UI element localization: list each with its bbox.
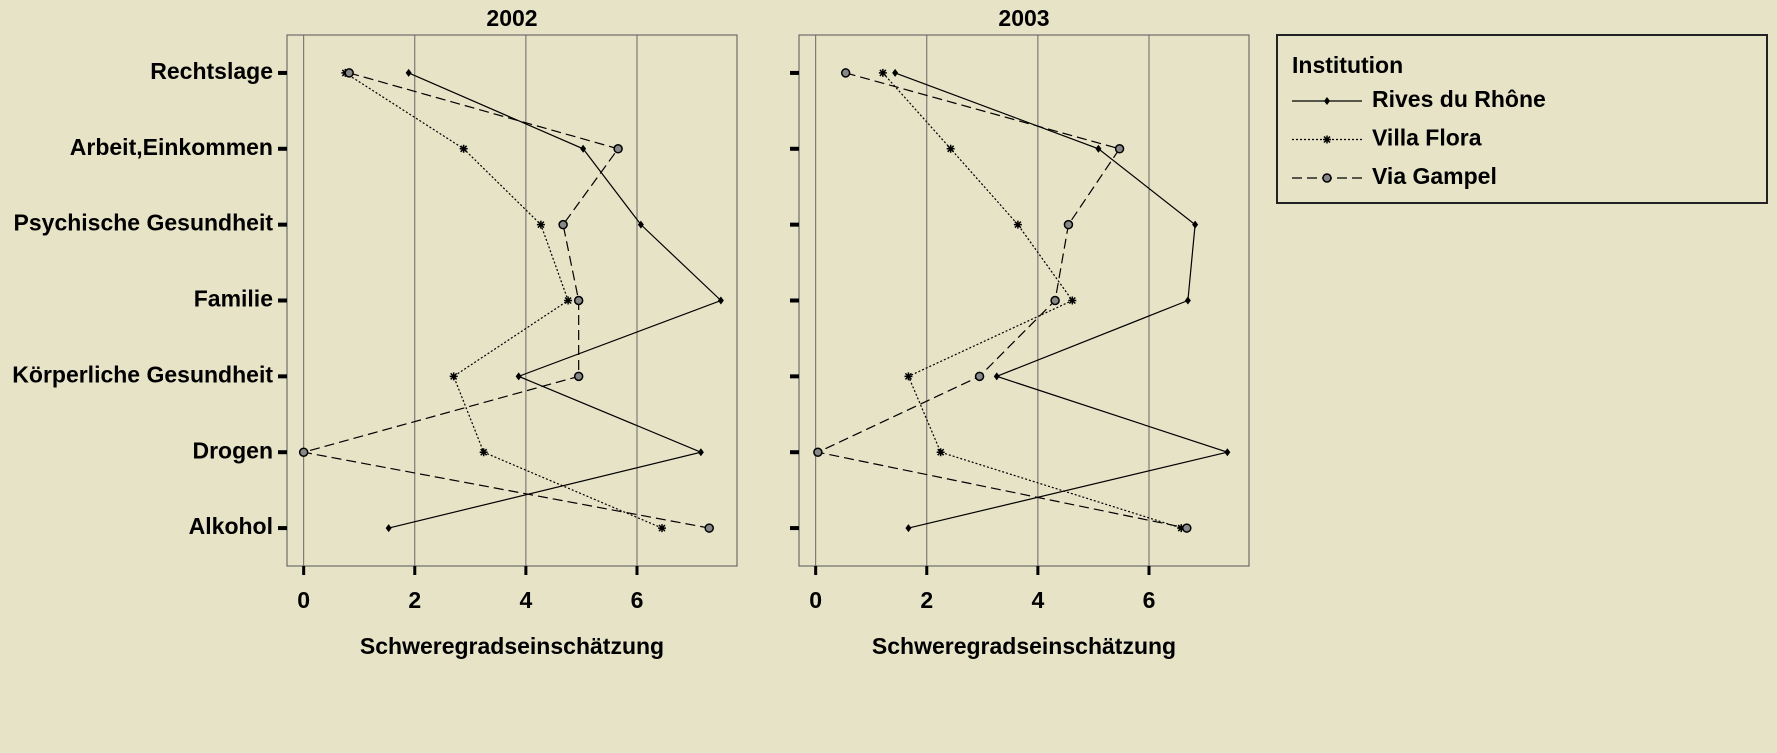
marker (974, 371, 985, 382)
y-tick-label: Arbeit,Einkommen (70, 134, 273, 160)
marker (1224, 448, 1231, 457)
marker (573, 295, 584, 306)
marker (298, 447, 309, 457)
marker (405, 68, 412, 77)
marker (449, 372, 458, 381)
x-tick-label: 2 (920, 587, 933, 613)
marker (1192, 220, 1199, 229)
marker (558, 219, 568, 230)
marker (536, 220, 545, 229)
series-line (345, 72, 663, 529)
y-tick-label: Psychische Gesundheit (14, 210, 274, 236)
marker (1013, 220, 1022, 229)
x-tick-label: 4 (519, 587, 532, 613)
marker (878, 68, 887, 77)
marker (717, 296, 724, 305)
y-tick-label: Alkohol (189, 513, 273, 539)
marker (904, 372, 913, 381)
marker (613, 144, 623, 154)
legend-marker (1324, 97, 1330, 105)
x-axis-label: Schweregradseinschätzung (872, 633, 1176, 659)
x-tick-label: 2 (408, 587, 421, 613)
legend-marker (1323, 135, 1331, 144)
marker (905, 524, 912, 533)
marker (1050, 295, 1060, 306)
y-tick-label: Familie (194, 286, 273, 312)
marker (564, 296, 573, 305)
marker (515, 372, 522, 381)
marker (344, 68, 354, 78)
plot-frame (798, 34, 1250, 567)
marker (637, 220, 644, 229)
legend-label: Rives du Rhône (1372, 86, 1546, 112)
series-line (303, 72, 710, 529)
x-tick-label: 6 (1143, 587, 1156, 613)
series-line (894, 72, 1230, 529)
legend-marker (1322, 173, 1332, 183)
x-tick-label: 6 (631, 587, 644, 613)
marker (1184, 296, 1191, 305)
legend-title: Institution (1292, 52, 1403, 78)
marker (1182, 523, 1192, 533)
marker (573, 371, 584, 382)
marker (892, 68, 899, 77)
x-tick-label: 0 (297, 587, 310, 613)
marker (840, 68, 851, 78)
series-line (388, 72, 722, 529)
plot-frame (286, 34, 738, 567)
marker (580, 144, 587, 153)
panel-title: 2002 (486, 5, 537, 31)
marker (936, 448, 945, 457)
marker (385, 524, 392, 533)
marker (1114, 144, 1125, 154)
x-tick-label: 4 (1031, 587, 1044, 613)
marker (658, 524, 666, 533)
y-tick-label: Drogen (193, 437, 274, 463)
marker (479, 448, 488, 457)
marker (704, 523, 714, 533)
x-tick-label: 0 (809, 587, 822, 613)
marker (1095, 144, 1102, 153)
marker (459, 144, 468, 153)
marker (1177, 524, 1186, 533)
marker (697, 448, 704, 457)
marker (946, 144, 955, 153)
x-axis-label: Schweregradseinschätzung (360, 633, 664, 659)
series-line (815, 72, 1187, 529)
marker (813, 447, 823, 457)
marker (1063, 219, 1074, 230)
y-tick-label: Körperliche Gesundheit (12, 361, 273, 387)
panel-title: 2003 (998, 5, 1049, 31)
y-tick-label: Rechtslage (150, 58, 273, 84)
legend-label: Via Gampel (1372, 163, 1497, 189)
marker (993, 372, 1000, 381)
legend-box (1276, 34, 1768, 204)
series-line (882, 72, 1182, 529)
marker (1068, 296, 1077, 305)
legend-label: Villa Flora (1372, 125, 1482, 151)
